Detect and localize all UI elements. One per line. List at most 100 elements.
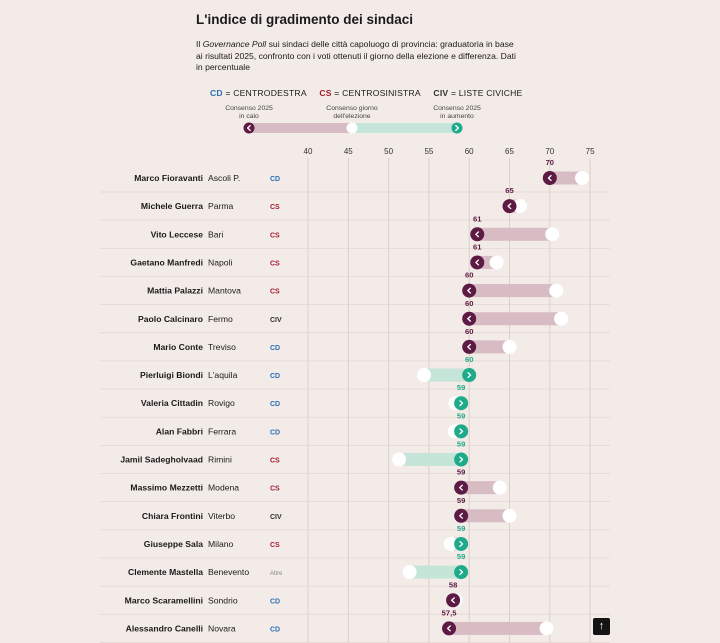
mayor-name: Alan Fabbri	[156, 426, 203, 436]
x-tick-label-40: 40	[304, 147, 313, 156]
city-name: Milano	[208, 539, 234, 549]
party-code: CS	[270, 260, 280, 267]
party-legend: CD = CENTRODESTRA CS = CENTROSINISTRA CI…	[210, 88, 523, 98]
city-name: Rovigo	[208, 398, 235, 408]
election-dot	[575, 171, 590, 185]
value-2025-dot	[454, 508, 469, 523]
chevron-right-icon	[459, 540, 464, 547]
chevron-right-icon	[459, 428, 464, 435]
legend-code-cs: CS	[319, 88, 332, 98]
x-tick-label-50: 50	[384, 147, 393, 156]
key-up-dot	[451, 122, 463, 134]
chart-title: L'indice di gradimento dei sindaci	[196, 12, 413, 27]
party-code: CS	[270, 542, 280, 549]
change-bar	[469, 312, 562, 326]
key-election-label: Consenso giorno dell'elezione	[326, 105, 378, 120]
value-2025-dot	[470, 227, 485, 242]
party-code: CIV	[270, 514, 282, 521]
value-2025-dot	[454, 480, 469, 495]
party-code: CD	[270, 598, 280, 605]
chevron-left-icon	[459, 512, 463, 519]
mayor-name: Mario Conte	[153, 342, 203, 352]
city-name: L'aquila	[208, 370, 238, 380]
mayor-name: Giuseppe Sala	[144, 539, 203, 549]
city-name: Viterbo	[208, 511, 235, 521]
mayor-name: Massimo Mezzetti	[130, 483, 203, 493]
x-tick-label-65: 65	[505, 147, 514, 156]
chevron-left-icon	[467, 287, 472, 294]
value-2025-dot	[454, 565, 469, 580]
chevron-right-icon	[459, 400, 464, 407]
scroll-to-top-button[interactable]: ↑	[593, 618, 610, 635]
value-2025-dot	[462, 368, 477, 383]
key-down-bar	[249, 123, 352, 133]
x-tick-label-75: 75	[586, 147, 595, 156]
mayor-name: Michele Guerra	[141, 201, 203, 211]
election-dot	[443, 536, 458, 551]
chevron-right-icon	[459, 569, 464, 576]
value-2025-label: 59	[457, 496, 465, 505]
change-bar	[469, 340, 510, 354]
change-bar	[424, 368, 470, 382]
mayor-name: Paolo Calcinaro	[138, 314, 203, 324]
mayor-name: Vito Leccese	[151, 229, 204, 239]
value-2025-dot	[446, 593, 461, 608]
value-2025-dot	[454, 424, 469, 439]
value-2025-label: 58	[449, 580, 457, 589]
mayor-name: Marco Scaramellini	[125, 595, 203, 605]
value-2025-label: 60	[465, 355, 473, 364]
party-code: CS	[270, 289, 280, 296]
value-2025-label: 61	[473, 242, 482, 251]
value-2025-label: 60	[465, 299, 473, 308]
election-dot	[539, 621, 554, 636]
party-code: CD	[270, 401, 280, 408]
party-code: CIV	[270, 317, 282, 324]
change-bar	[461, 509, 510, 523]
chevron-left-icon	[447, 625, 451, 632]
x-tick-label-55: 55	[424, 147, 433, 156]
mayor-name: Jamil Sadegholvaad	[120, 455, 203, 465]
city-name: Novara	[208, 623, 236, 633]
city-name: Benevento	[208, 567, 249, 577]
value-2025-label: 59	[457, 411, 465, 420]
chevron-left-icon	[459, 484, 463, 491]
election-dot	[492, 480, 507, 495]
city-name: Mantova	[208, 286, 241, 296]
value-2025-dot	[502, 199, 517, 214]
change-bar	[549, 171, 583, 185]
change-bar	[409, 565, 462, 579]
election-dot	[392, 452, 407, 467]
legend-label-civ: = LISTE CIVICHE	[450, 88, 523, 98]
city-name: Napoli	[208, 257, 232, 267]
chart-subtitle: Il Governance Poll sui sindaci delle cit…	[196, 39, 516, 74]
party-code: CS	[270, 204, 280, 211]
chevron-right-icon	[455, 124, 460, 132]
party-code: CD	[270, 626, 280, 633]
value-2025-label: 61	[473, 214, 482, 223]
value-2025-label: 70	[546, 158, 554, 167]
change-bar	[449, 621, 547, 635]
value-2025-label: 59	[457, 468, 465, 477]
value-2025-label: 65	[505, 186, 514, 195]
election-dot	[489, 255, 504, 270]
subtitle-text-after: sui sindaci delle città capoluogo di pro…	[196, 39, 516, 72]
party-code: CD	[270, 176, 280, 183]
chevron-left-icon	[246, 124, 251, 132]
election-dot	[502, 508, 517, 523]
value-2025-dot	[462, 339, 477, 354]
key-down-label: Consenso 2025 in calo	[225, 105, 273, 120]
legend-code-cd: CD	[210, 88, 223, 98]
party-code: CD	[270, 373, 280, 380]
election-dot	[554, 311, 569, 326]
mayor-name: Clemente Mastella	[128, 567, 203, 577]
chevron-left-icon	[467, 315, 472, 322]
value-2025-dot	[470, 255, 485, 270]
key-up-label: Consenso 2025 in aumento	[433, 105, 481, 120]
x-tick-label-45: 45	[344, 147, 353, 156]
key-up-bar	[352, 123, 457, 133]
election-dot	[402, 565, 417, 580]
party-code: CS	[270, 486, 280, 493]
legend-item-cd: CD = CENTRODESTRA	[210, 88, 307, 98]
value-2025-label: 59	[457, 552, 465, 561]
